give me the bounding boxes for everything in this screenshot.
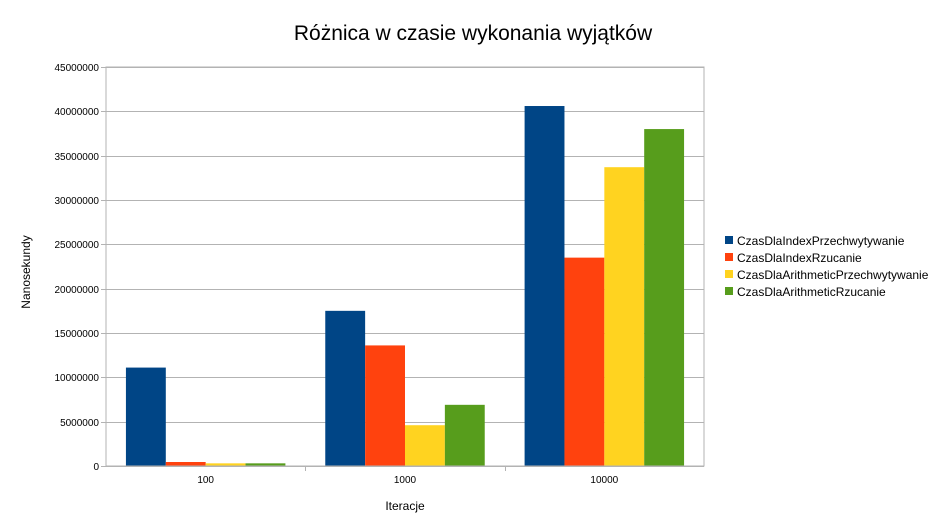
bar-CzasDlaArithmeticRzucanie-10000	[644, 129, 685, 467]
bar-CzasDlaIndexPrzechwytywanie-1000	[325, 310, 366, 466]
y-tick-labels: 0 5000000 10000000 15000000 20000000 25000000…	[55, 63, 100, 473]
chart-title: Różnica w czasie wykonania wyjątków	[294, 22, 653, 45]
legend: CzasDlaIndexPrzechwytywanie CzasDlaIndexR…	[725, 234, 929, 299]
y-tick-label: 30000000	[55, 196, 100, 207]
legend-swatch	[725, 253, 733, 261]
x-tick-label: 10000	[590, 475, 618, 486]
x-tick-label: 1000	[394, 475, 417, 486]
bar-CzasDlaArithmeticPrzechwytywanie-1000	[405, 425, 445, 466]
y-tick-label: 15000000	[55, 329, 100, 340]
y-tick-label: 45000000	[55, 63, 100, 74]
y-axis-label: Nanosekundy	[19, 235, 33, 308]
legend-label: CzasDlaArithmeticPrzechwytywanie	[737, 268, 929, 282]
bar-CzasDlaIndexRzucanie-1000	[365, 345, 405, 466]
bar-CzasDlaIndexPrzechwytywanie-100	[125, 367, 166, 466]
x-tick-label: 100	[197, 475, 214, 486]
plot-frame	[105, 66, 705, 467]
bar-CzasDlaIndexPrzechwytywanie-10000	[524, 106, 565, 466]
bar-CzasDlaArithmeticPrzechwytywanie-100	[205, 463, 246, 466]
bar-CzasDlaIndexRzucanie-10000	[564, 257, 605, 466]
y-tick-label: 35000000	[55, 152, 100, 163]
bars	[125, 106, 685, 467]
legend-swatch	[725, 287, 733, 295]
y-tick-label: 5000000	[60, 418, 99, 429]
x-tick-labels: 100 1000 10000	[197, 475, 618, 486]
legend-label: CzasDlaArithmeticRzucanie	[737, 285, 886, 299]
y-tick-label: 20000000	[55, 285, 100, 296]
y-tick-label: 10000000	[55, 373, 100, 384]
legend-swatch	[725, 236, 733, 244]
bar-CzasDlaIndexRzucanie-100	[165, 462, 206, 466]
x-axis-label: Iteracje	[385, 499, 425, 513]
bar-CzasDlaArithmeticPrzechwytywanie-10000	[604, 167, 645, 466]
legend-swatch	[725, 270, 733, 278]
legend-label: CzasDlaIndexRzucanie	[737, 251, 862, 265]
bar-CzasDlaArithmeticRzucanie-100	[245, 463, 286, 466]
y-tick-label: 25000000	[55, 240, 100, 251]
bar-CzasDlaArithmeticRzucanie-1000	[444, 404, 485, 466]
legend-label: CzasDlaIndexPrzechwytywanie	[737, 234, 905, 248]
y-tick-label: 40000000	[55, 107, 100, 118]
y-tick-label: 0	[93, 462, 99, 473]
